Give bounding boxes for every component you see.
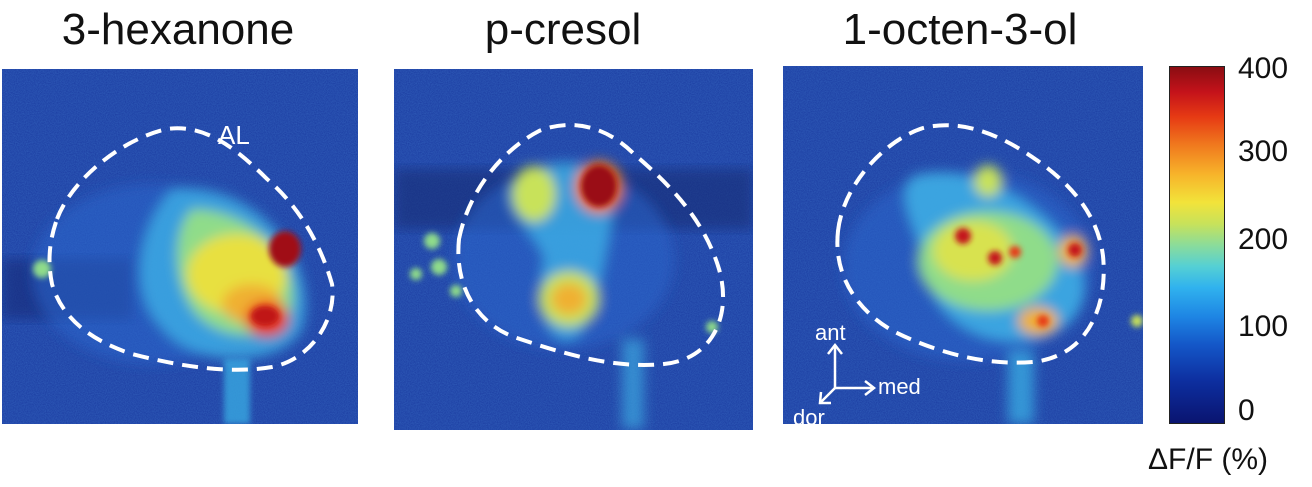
orientation-arrows-icon [818,342,877,405]
orientation-label-dor: dor [793,405,825,430]
panel-title-1-octen-3-ol: 1-octen-3-ol [842,5,1078,54]
image-panel-1-octen-3-ol [783,66,1143,424]
colorbar-tick-400: 400 [1238,52,1289,85]
colorbar [1169,66,1225,424]
colorbar-tick-300: 300 [1238,135,1289,168]
panel-title-p-cresol: p-cresol [484,5,642,54]
colorbar-tick-200: 200 [1238,223,1289,256]
colorbar-tick-100: 100 [1238,310,1289,343]
colorbar-tick-0: 0 [1238,394,1255,427]
image-panel-3-hexanone [2,69,358,424]
orientation-label-ant: ant [815,320,846,345]
region-label-al: AL [218,120,250,150]
image-panel-p-cresol [394,69,753,430]
panel-title-3-hexanone: 3-hexanone [61,5,295,54]
colorbar-label: ΔF/F (%) [1148,443,1269,476]
orientation-label-med: med [878,374,921,399]
